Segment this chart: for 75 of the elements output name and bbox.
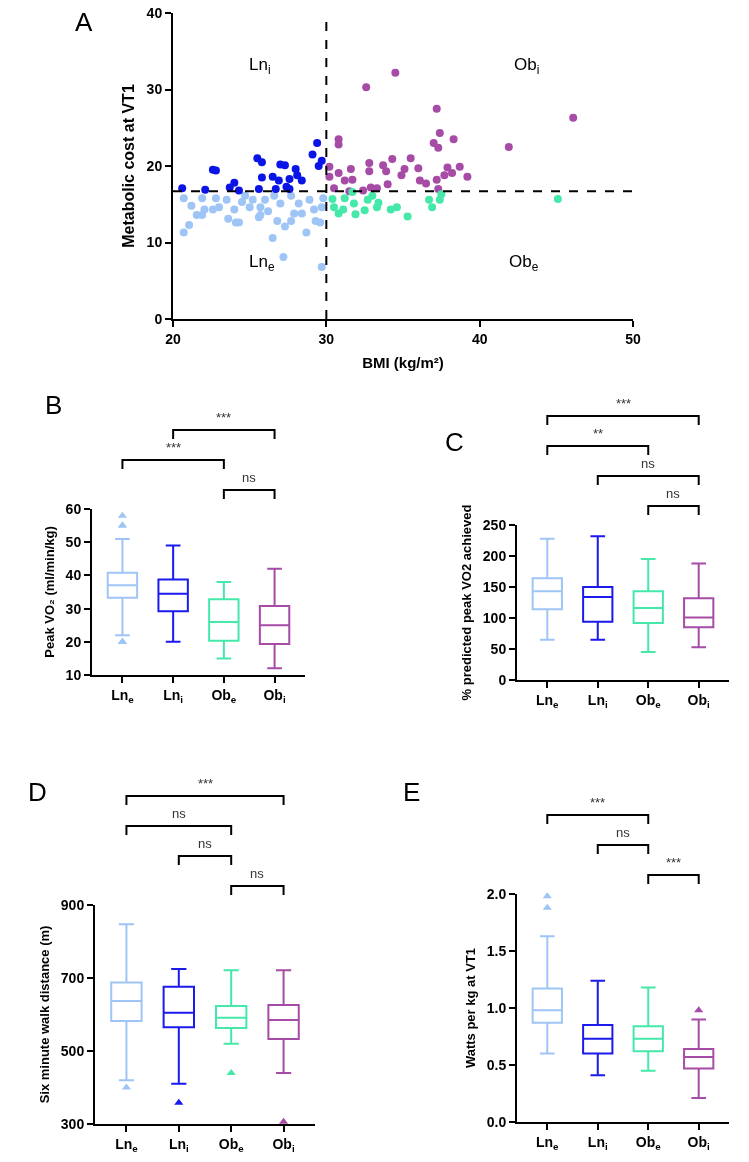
annotation: Ln$_{i}$ — [249, 55, 271, 77]
y-tick-label: 2.0 — [486, 885, 507, 902]
y-tick-label: 10 — [65, 666, 82, 683]
y-tick-label: 1.0 — [486, 999, 507, 1016]
y-tick-label: 250 — [482, 516, 507, 533]
y-axis-title: Watts per kg at VT1 — [463, 947, 479, 1069]
x-tick-label: Ob$_{e}$ — [211, 686, 237, 705]
x-axis-title: BMI (kg/m²) — [362, 354, 444, 372]
x-tick-label: Ob$_{i}$ — [687, 691, 711, 710]
text: ns — [666, 486, 681, 501]
text: ** — [593, 426, 604, 441]
x-tick-label: Ob$_{e}$ — [635, 691, 662, 710]
x-tick-label: Ob$_{i}$ — [263, 686, 286, 705]
y-tick-label: 700 — [60, 969, 85, 986]
y-tick-label: 1.5 — [486, 942, 507, 959]
y-tick-label: 20 — [65, 633, 82, 650]
text: *** — [616, 396, 632, 411]
text: ns — [250, 866, 265, 881]
text: *** — [666, 855, 682, 870]
x-tick-label: Ob$_{e}$ — [218, 1135, 245, 1154]
x-tick-label: Ln$_{i}$ — [168, 1135, 189, 1154]
chart-title: A — [75, 7, 93, 38]
y-axis-title: Six minute walk distance (m) — [37, 925, 53, 1104]
text: *** — [198, 776, 214, 791]
x-tick-label: 20 — [165, 330, 181, 347]
text: ns — [616, 825, 631, 840]
chart-title: E — [403, 777, 421, 808]
chart-title: D — [28, 777, 47, 808]
y-tick-label: 30 — [146, 81, 163, 98]
y-tick-label: 200 — [482, 547, 507, 564]
y-tick-label: 500 — [60, 1042, 85, 1059]
x-tick-label: 40 — [471, 330, 488, 347]
x-tick-label: Ob$_{i}$ — [272, 1135, 295, 1154]
y-tick-label: 50 — [65, 534, 82, 551]
annotation: Ob$_{i}$ — [514, 55, 540, 77]
x-tick-label: Ln$_{i}$ — [587, 691, 608, 710]
x-tick-label: Ln$_{i}$ — [587, 1133, 608, 1152]
y-axis-title: Metabolic cost at VT1 — [120, 84, 138, 248]
x-tick-label: Ob$_{e}$ — [635, 1133, 662, 1152]
y-tick-label: 300 — [60, 1115, 85, 1132]
chart-title: B — [45, 390, 63, 421]
text: *** — [590, 795, 606, 810]
annotation: Ln$_{e}$ — [249, 252, 275, 274]
x-tick-label: Ln$_{e}$ — [111, 686, 135, 705]
y-tick-label: 10 — [146, 234, 163, 251]
y-tick-label: 40 — [65, 567, 82, 584]
text: *** — [216, 410, 232, 425]
y-tick-label: 40 — [146, 4, 163, 21]
x-tick-label: Ln$_{i}$ — [163, 686, 184, 705]
text: ns — [641, 456, 656, 471]
text: *** — [166, 440, 182, 455]
y-tick-label: 20 — [146, 157, 163, 174]
x-tick-label: Ln$_{e}$ — [536, 691, 560, 710]
y-axis-title: % predicted peak VO2 achieved — [459, 504, 475, 701]
y-tick-label: 30 — [65, 600, 82, 617]
x-tick-label: Ln$_{e}$ — [536, 1133, 560, 1152]
x-tick-label: 50 — [625, 330, 641, 347]
y-tick-label: 50 — [490, 640, 507, 657]
text: ns — [242, 470, 257, 485]
x-tick-label: Ob$_{i}$ — [687, 1133, 711, 1152]
y-tick-label: 900 — [60, 896, 85, 913]
chart-title: C — [445, 427, 464, 458]
annotation: Ob$_{e}$ — [509, 252, 539, 274]
y-tick-label: 150 — [482, 578, 507, 595]
y-tick-label: 60 — [65, 500, 82, 517]
y-tick-label: 0.0 — [486, 1113, 507, 1130]
text: ns — [172, 806, 187, 821]
y-axis-title: Peak VO₂ (ml/min/kg) — [42, 526, 58, 658]
y-tick-label: 0 — [154, 310, 163, 327]
text: ns — [198, 836, 213, 851]
x-tick-label: Ln$_{e}$ — [115, 1135, 139, 1154]
x-tick-label: 30 — [318, 330, 335, 347]
y-tick-label: 0 — [498, 671, 507, 688]
y-tick-label: 100 — [482, 609, 507, 626]
y-tick-label: 0.5 — [486, 1056, 507, 1073]
